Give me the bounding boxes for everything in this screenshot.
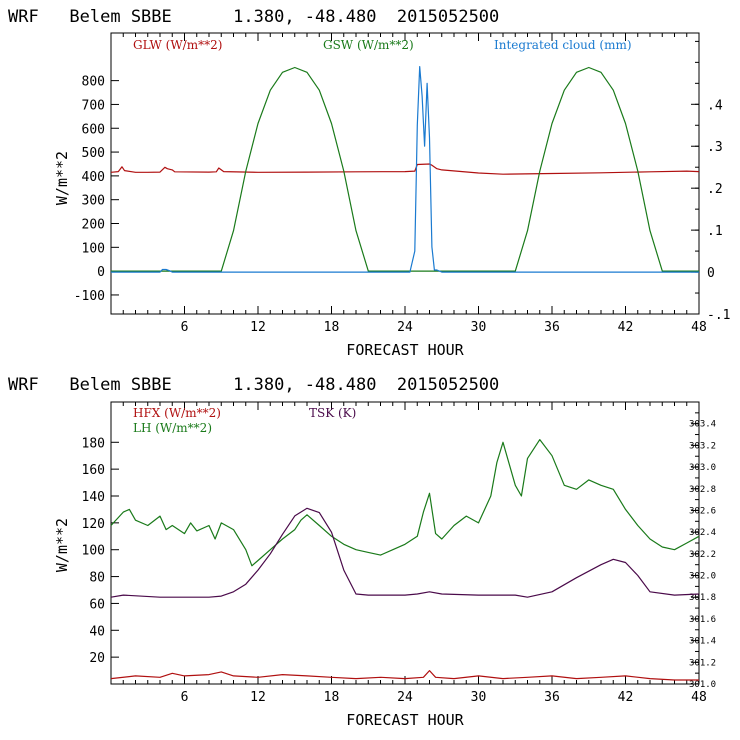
chart-2-ytick-label: 120: [82, 517, 105, 532]
chart-1-y2tick-label: .4: [707, 98, 723, 113]
chart-1-series-glw: [110, 163, 700, 175]
chart-1-xtick-label: 36: [544, 320, 560, 335]
chart-1-ytick-label: 200: [82, 218, 105, 233]
chart-2-ytick-label: 80: [89, 571, 105, 586]
chart-2-ytick-label: 180: [82, 436, 105, 451]
chart-1-y2tick-label: 0: [707, 266, 715, 281]
chart-1-ytick-label: 700: [82, 98, 105, 113]
chart-2-legend-hfx: HFX (W/m**2): [133, 406, 221, 420]
chart-2-y2tick-label: 302.8: [689, 485, 716, 495]
chart-2-ytick-label: 40: [89, 624, 105, 639]
chart-2-legend-tsk: TSK (K): [309, 406, 356, 420]
chart-2-y2tick-label: 302.6: [689, 506, 716, 516]
chart-2-xtick-label: 30: [471, 690, 487, 705]
chart-2-y2tick-label: 303.0: [689, 463, 716, 473]
chart-1-ytick-label: 600: [82, 122, 105, 137]
chart-2-y2tick-label: 301.4: [689, 637, 716, 647]
chart-2-xtick-label: 42: [618, 690, 634, 705]
chart-1-y2tick-label: .1: [707, 224, 723, 239]
chart-1-ytick-label: 0: [97, 265, 105, 280]
chart-1-xtick-label: 48: [691, 320, 707, 335]
chart-2-xtick-label: 12: [250, 690, 266, 705]
chart-2-y2tick-label: 302.4: [689, 528, 716, 538]
chart-2-y2tick-label: 303.4: [689, 420, 716, 430]
chart-1-y2tick-label: .3: [707, 140, 723, 155]
chart-1-series: [110, 65, 700, 273]
chart-1-ylabel: W/m**2: [53, 151, 71, 205]
chart-1-xtick-label: 6: [181, 320, 189, 335]
chart-2-xtick-label: 6: [181, 690, 189, 705]
chart-1-xtick-label: 18: [324, 320, 340, 335]
chart-1-series-integrated-cloud: [111, 65, 699, 273]
chart-2-xlabel: FORECAST HOUR: [346, 711, 464, 729]
chart-2-y2tick-label: 303.2: [689, 441, 716, 451]
chart-2-series-hfx: [110, 669, 699, 681]
chart-1-xtick-label: 12: [250, 320, 266, 335]
chart-1-legend-cloud: Integrated cloud (mm): [494, 38, 632, 52]
chart-2-plot-frame: [110, 401, 700, 685]
chart-1-ytick-label: 400: [82, 170, 105, 185]
chart-2-ytick-label: 100: [82, 544, 105, 559]
chart-2-ytick-label: 60: [89, 597, 105, 612]
chart-1-series-gsw: [111, 66, 699, 272]
chart-2-y2tick-label: 301.2: [689, 658, 716, 668]
chart-2-y2tick-label: 301.8: [689, 593, 716, 603]
chart-2-legend-lh: LH (W/m**2): [133, 421, 212, 435]
chart-2-title: WRF Belem SBBE 1.380, -48.480 2015052500: [8, 375, 499, 395]
chart-1-ytick-label: 100: [82, 241, 105, 256]
chart-2-y2tick-label: 301.0: [689, 680, 716, 690]
chart-1-legend-glw: GLW (W/m**2): [133, 38, 222, 52]
chart-2-y2tick-label: 302.2: [689, 550, 716, 560]
chart-1-xtick-label: 24: [397, 320, 413, 335]
chart-2-y2tick-label: 302.0: [689, 572, 716, 582]
chart-1-ytick-label: -100: [74, 289, 105, 304]
chart-1-ytick-label: 800: [82, 75, 105, 90]
chart-1-y2tick-label: .2: [707, 182, 723, 197]
chart-2-xtick-label: 36: [544, 690, 560, 705]
chart-1-xtick-label: 30: [471, 320, 487, 335]
chart-1-ticks: 6 12 18 24 30 36 42 48 -100 0 100 200 300 400 500 600 70…: [74, 33, 730, 335]
chart-2: WRF Belem SBBE 1.380, -48.480 2015052500…: [8, 375, 716, 729]
chart-2-y2tick-label: 301.6: [689, 615, 716, 625]
chart-1-xtick-label: 42: [618, 320, 634, 335]
chart-1-ytick-label: 300: [82, 194, 105, 209]
chart-1-title: WRF Belem SBBE 1.380, -48.480 2015052500: [8, 7, 499, 27]
chart-2-ytick-label: 20: [89, 651, 105, 666]
chart-2-xtick-label: 24: [397, 690, 413, 705]
chart-1-y2tick-label: -.1: [707, 308, 730, 323]
chart-2-ylabel: W/m**2: [53, 518, 71, 572]
chart-1-legend-gsw: GSW (W/m**2): [323, 38, 414, 52]
chart-2-series: [110, 439, 700, 681]
chart-2-ticks: 6 12 18 24 30 36 42 48 20 40 60 80 100 120 140 160 180 30…: [82, 402, 716, 705]
chart-2-ytick-label: 140: [82, 490, 105, 505]
chart-2-xtick-label: 18: [324, 690, 340, 705]
chart-2-series-tsk: [110, 507, 700, 598]
chart-2-ytick-label: 160: [82, 463, 105, 478]
chart-2-series-lh: [110, 439, 700, 567]
chart-2-xtick-label: 48: [691, 690, 707, 705]
chart-1: WRF Belem SBBE 1.380, -48.480 2015052500…: [8, 7, 730, 359]
chart-1-xlabel: FORECAST HOUR: [346, 341, 464, 359]
chart-1-ytick-label: 500: [82, 146, 105, 161]
